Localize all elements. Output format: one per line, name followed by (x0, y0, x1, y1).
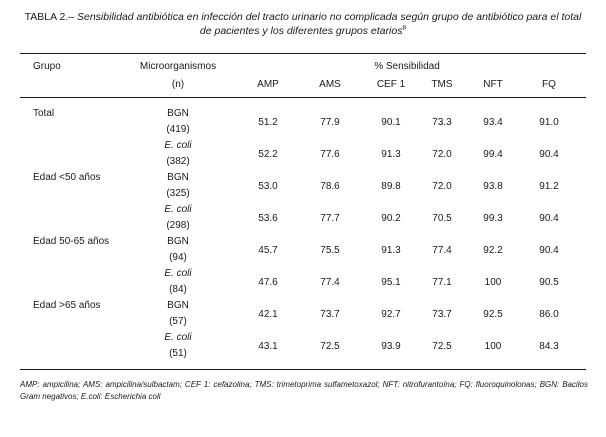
value-tms: 72.0 (432, 181, 452, 192)
value-fq: 90.4 (539, 149, 559, 160)
header-n: (n) (171, 79, 185, 90)
value-cef1: 93.9 (381, 341, 401, 352)
microorganism-name: BGN (167, 108, 189, 119)
value-fq: 90.4 (539, 245, 559, 256)
microorganism-name: BGN (167, 300, 189, 311)
value-fq: 90.4 (539, 213, 559, 224)
value-amp: 45.7 (258, 245, 278, 256)
header-drug-tms: TMS (431, 79, 453, 90)
value-amp: 43.1 (258, 341, 278, 352)
top-rule (20, 53, 586, 54)
microorganism-count: (298) (166, 220, 190, 231)
value-amp: 53.0 (258, 181, 278, 192)
microorganism-name: BGN (167, 236, 189, 247)
value-ams: 77.6 (320, 149, 340, 160)
header-drug-nft: NFT (483, 79, 503, 90)
header-drug-fq: FQ (542, 79, 556, 90)
value-tms: 77.4 (432, 245, 452, 256)
header-sensitivity: % Sensibilidad (374, 61, 440, 72)
microorganism-count: (419) (166, 124, 190, 135)
header-drug-ams: AMS (319, 79, 341, 90)
table-caption: TABLA 2.– Sensibilidad antibiótica en in… (20, 10, 586, 38)
header-drug-amp: AMP (257, 79, 279, 90)
value-ams: 73.7 (320, 309, 340, 320)
value-tms: 73.3 (432, 117, 452, 128)
value-tms: 72.0 (432, 149, 452, 160)
value-nft: 92.5 (483, 309, 503, 320)
value-ams: 78.6 (320, 181, 340, 192)
value-amp: 52.2 (258, 149, 278, 160)
value-fq: 91.0 (539, 117, 559, 128)
microorganism-count: (325) (166, 188, 190, 199)
caption-text: Sensibilidad antibiótica en infección de… (77, 11, 582, 37)
group-label: Edad <50 años (33, 172, 101, 183)
group-label: Edad 50-65 años (33, 236, 110, 247)
value-ams: 75.5 (320, 245, 340, 256)
value-fq: 84.3 (539, 341, 559, 352)
value-tms: 77.1 (432, 277, 452, 288)
value-cef1: 92.7 (381, 309, 401, 320)
value-ams: 77.9 (320, 117, 340, 128)
header-rule (20, 97, 586, 98)
bottom-rule (20, 369, 586, 370)
group-label: Total (33, 108, 55, 119)
value-ams: 77.7 (320, 213, 340, 224)
table-footnote: AMP: ampicilina; AMS: ampicilina/sulbact… (20, 380, 588, 401)
value-nft: 92.2 (483, 245, 503, 256)
value-ams: 77.4 (320, 277, 340, 288)
group-label: Edad >65 años (33, 300, 101, 311)
caption-label: TABLA 2.– (24, 11, 75, 23)
microorganism-count: (84) (169, 284, 187, 295)
value-cef1: 90.1 (381, 117, 401, 128)
header-microorganisms: Microorganismos (139, 61, 217, 72)
value-nft: 100 (484, 277, 502, 288)
value-nft: 93.8 (483, 181, 503, 192)
header-drug-cef1: CEF 1 (376, 79, 406, 90)
microorganism-count: (51) (169, 348, 187, 359)
value-fq: 86.0 (539, 309, 559, 320)
value-ams: 72.5 (320, 341, 340, 352)
value-tms: 72.5 (432, 341, 452, 352)
microorganism-name: E. coli (164, 140, 192, 151)
value-nft: 99.3 (483, 213, 503, 224)
value-amp: 51.2 (258, 117, 278, 128)
value-cef1: 90.2 (381, 213, 401, 224)
value-amp: 53.6 (258, 213, 278, 224)
value-fq: 91.2 (539, 181, 559, 192)
microorganism-name: E. coli (164, 268, 192, 279)
value-cef1: 95.1 (381, 277, 401, 288)
value-nft: 93.4 (483, 117, 503, 128)
value-fq: 90.5 (539, 277, 559, 288)
value-amp: 47.6 (258, 277, 278, 288)
microorganism-name: E. coli (164, 332, 192, 343)
microorganism-count: (382) (166, 156, 190, 167)
value-tms: 73.7 (432, 309, 452, 320)
value-amp: 42.1 (258, 309, 278, 320)
value-cef1: 91.3 (381, 245, 401, 256)
value-cef1: 91.3 (381, 149, 401, 160)
microorganism-name: BGN (167, 172, 189, 183)
microorganism-name: E. coli (164, 204, 192, 215)
microorganism-count: (94) (169, 252, 187, 263)
header-group: Grupo (33, 61, 61, 72)
value-nft: 100 (484, 341, 502, 352)
value-tms: 70.5 (432, 213, 452, 224)
caption-reference: 8 (402, 24, 407, 32)
value-cef1: 89.8 (381, 181, 401, 192)
value-nft: 99.4 (483, 149, 503, 160)
microorganism-count: (57) (169, 316, 187, 327)
